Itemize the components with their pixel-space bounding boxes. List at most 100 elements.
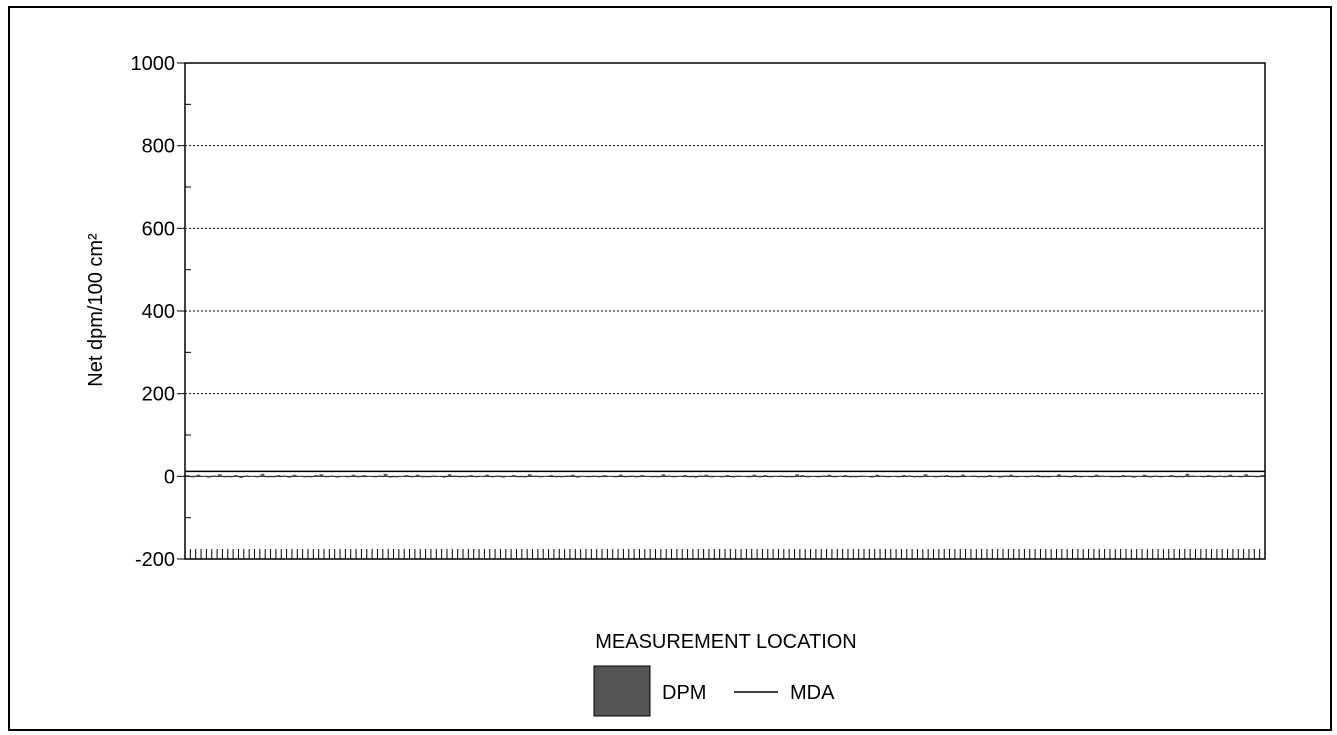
dpm-bar [800,475,805,477]
dpm-bar [971,475,976,477]
dpm-bar [1217,475,1222,477]
dpm-bar [966,475,971,477]
dpm-bar [752,474,757,477]
dpm-bar [319,474,324,477]
dpm-bar [474,476,479,478]
dpm-bar [896,476,901,478]
dpm-bar [731,476,735,478]
dpm-bar [602,475,607,477]
dpm-bar [1148,476,1152,478]
dpm-bar [533,475,538,477]
dpm-bar [1121,475,1126,477]
dpm-bar [586,476,591,478]
dpm-bar [886,476,890,478]
dpm-bar [715,475,719,477]
y-tick-label: 0 [164,466,175,488]
dpm-bar [618,474,623,477]
dpm-bar [1094,474,1099,477]
dpm-bar [1105,475,1110,477]
dpm-bar [683,475,687,477]
dpm-bar [592,475,596,477]
dpm-bar [1067,476,1072,478]
dpm-bar [405,475,409,477]
dpm-bar [490,476,495,478]
dpm-bar [372,476,377,478]
dpm-bar [640,475,644,477]
dpm-bar [1223,476,1227,478]
dpm-bar [388,476,393,478]
y-tick-label: -200 [135,549,175,571]
dpm-bar [287,476,292,478]
dpm-bar [736,475,741,477]
dpm-bar [292,474,297,477]
dpm-bar [1009,474,1013,477]
dpm-bar [902,475,906,477]
dpm-bar [1100,475,1104,477]
dpm-bar [485,474,489,477]
dpm-bar [859,475,864,477]
dpm-bar [1110,476,1115,478]
dpm-bar [870,476,874,478]
dpm-bar [1153,475,1158,477]
dpm-bar [340,475,345,477]
dpm-bar [458,476,463,478]
dpm-bar [367,475,372,477]
y-tick-label: 200 [142,384,175,406]
dpm-bar [335,476,340,478]
dpm-bar [544,475,548,477]
dpm-bar [196,474,201,477]
dpm-bar [763,475,767,477]
dpm-bar [907,475,912,477]
dpm-bar [709,476,714,478]
dpm-bar [351,474,356,477]
dpm-bar [1206,475,1211,477]
dpm-bar [1030,475,1035,477]
dpm-bar [298,475,302,477]
y-tick-label: 600 [142,218,175,240]
dpm-bar [693,476,698,478]
dpm-bar [554,476,559,478]
dpm-bar [303,476,308,478]
x-ticks [184,549,1266,559]
dpm-bar [779,475,784,477]
dpm-bar [811,475,816,477]
dpm-bar [260,473,265,477]
dpm-bar [346,476,350,478]
dpm-bar [891,475,896,477]
dpm-bar [741,475,746,477]
dpm-bar [570,474,575,477]
dpm-bar [394,476,399,478]
dpm-bar [266,476,270,478]
dpm-bar [1212,476,1217,478]
dpm-bar [827,474,832,477]
dpm-bar [806,476,810,478]
dpm-bar [185,475,190,477]
dpm-bar [511,475,516,477]
dpm-bar [645,475,650,477]
dpm-bar [1255,476,1259,478]
dpm-bar [415,474,420,477]
dpm-bar [549,475,554,477]
dpm-bar [560,476,564,478]
y-tick-label: 800 [142,136,175,158]
dpm-bar [1190,475,1195,477]
y-tick-label: 400 [142,301,175,323]
dpm-bar [880,475,885,477]
dpm-bar [469,475,473,477]
dpm-bar [276,475,281,477]
dpm-bar [431,475,436,477]
y-axis-title: Net dpm/100 cm² [85,233,107,387]
dpm-bar [923,474,928,477]
dpm-bar [699,475,703,477]
dpm-bar [624,476,628,478]
dpm-bar [725,475,730,477]
dpm-bar [998,476,1003,478]
dpm-bar [228,476,233,478]
dpm-bar [747,476,751,478]
dpm-bar [816,476,821,478]
dpm-bar [378,475,383,477]
dpm-bar [1201,476,1206,478]
dpm-bar [838,475,842,477]
dpm-bar [768,476,773,478]
dpm-bar [704,474,709,477]
